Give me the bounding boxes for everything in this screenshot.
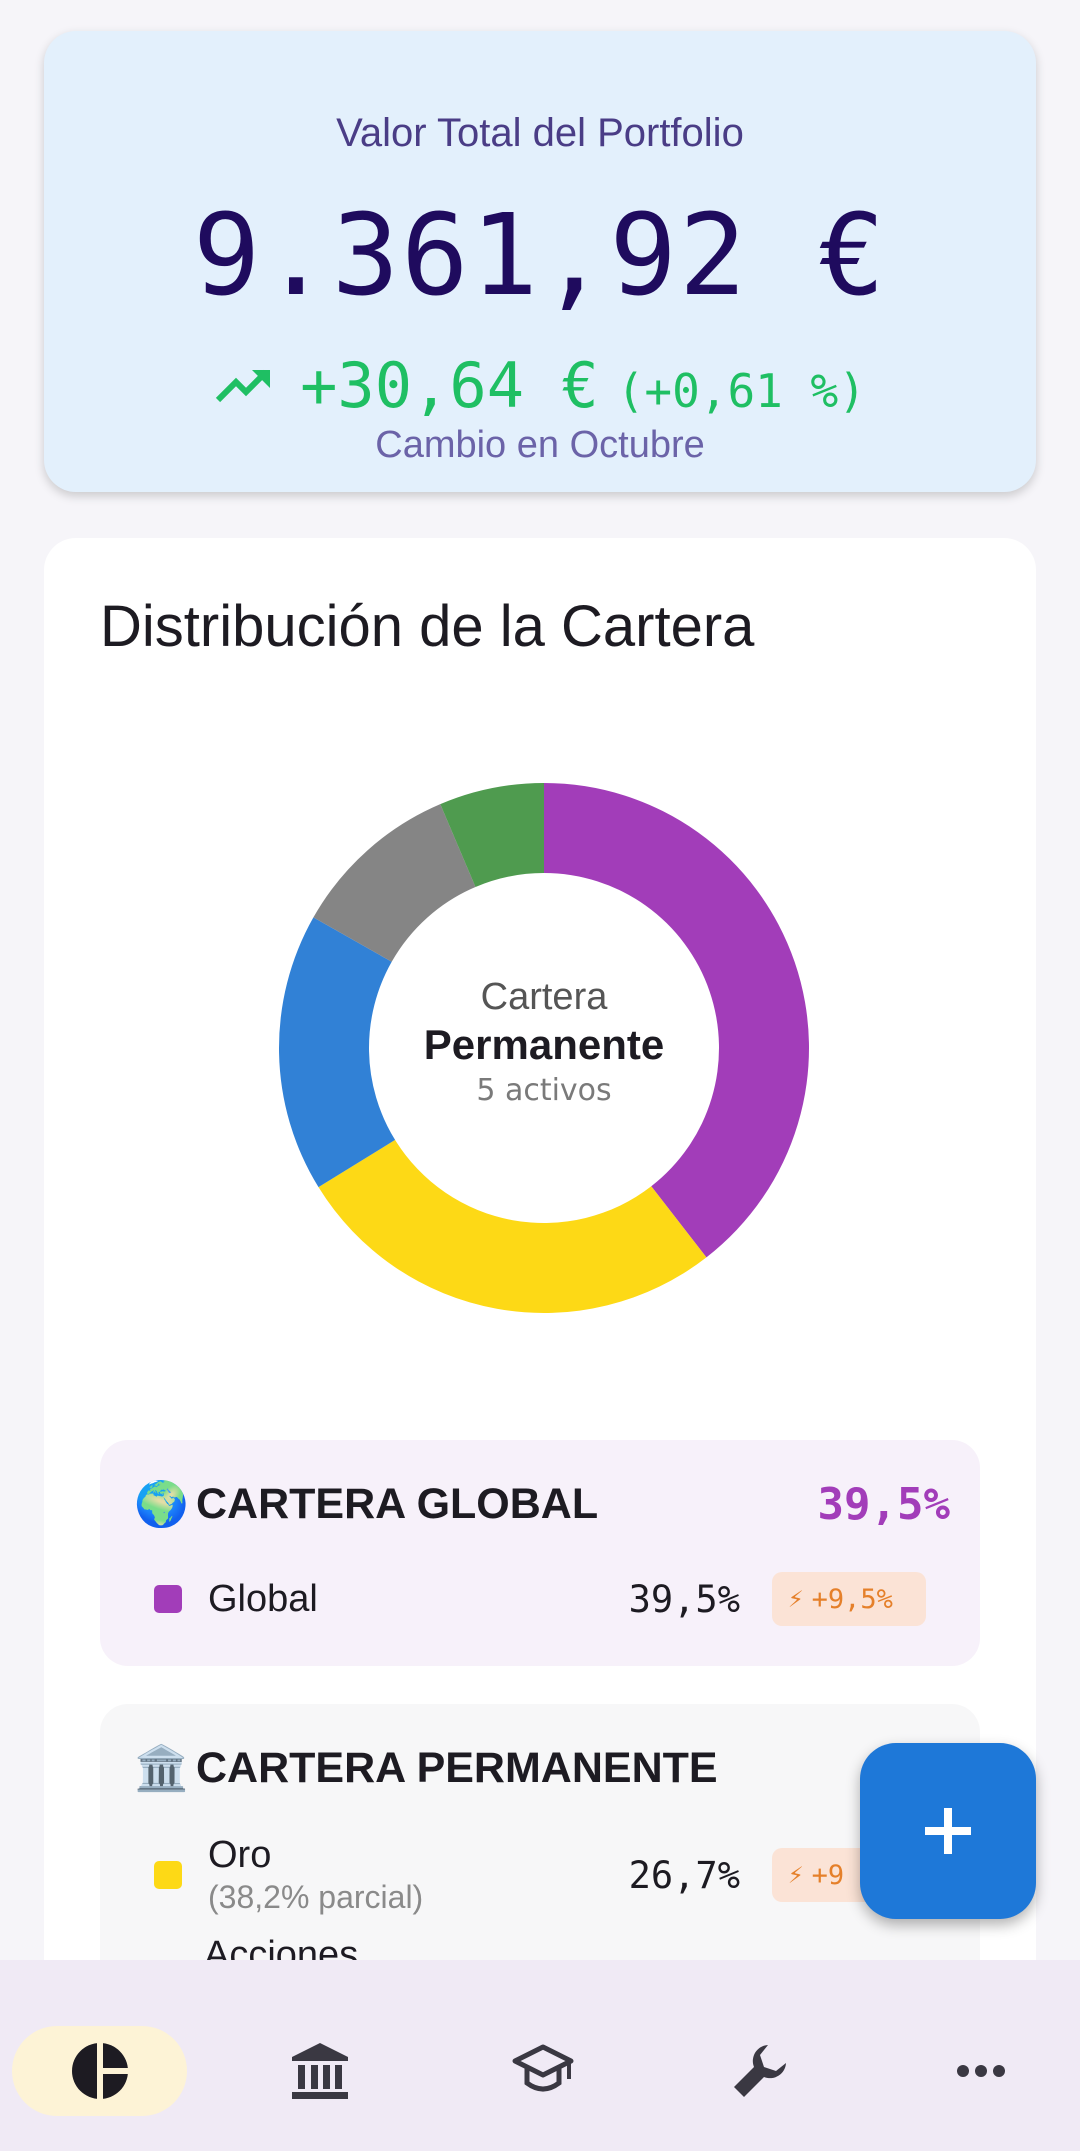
trending-up-icon xyxy=(215,369,271,402)
group-name: CARTERA GLOBAL xyxy=(196,1479,599,1528)
pie-chart-icon xyxy=(71,2041,130,2101)
graduation-cap-icon xyxy=(512,2044,573,2092)
change-amount: +30,64 € xyxy=(300,349,599,422)
asset-name: Oro xyxy=(208,1834,272,1876)
group-percent: 39,5% xyxy=(817,1478,950,1530)
nav-item-portfolio[interactable] xyxy=(12,2026,187,2116)
asset-percent: 39,5% xyxy=(628,1577,740,1621)
donut-slice-3[interactable] xyxy=(313,804,476,962)
color-swatch xyxy=(154,1585,182,1613)
deviation-value: +9 xyxy=(811,1859,845,1891)
nav-item-tools[interactable] xyxy=(672,2026,847,2116)
color-swatch xyxy=(154,1861,182,1889)
donut-center-portfolio-name: Permanente xyxy=(423,1021,665,1068)
donut-center-caption: Cartera xyxy=(480,976,608,1018)
summary-title: Valor Total del Portfolio xyxy=(336,111,744,155)
group-header: 🌍 CARTERA GLOBAL 39,5% xyxy=(134,1474,950,1534)
donut-center-asset-count: 5 activos xyxy=(476,1073,612,1108)
lightning-icon: ⚡ xyxy=(788,1860,804,1890)
wrench-icon xyxy=(733,2045,786,2097)
nav-item-more[interactable] xyxy=(893,2026,1068,2116)
deviation-badge: ⚡ +9,5% xyxy=(772,1572,926,1626)
asset-name: Global xyxy=(208,1577,318,1620)
nav-item-learn[interactable] xyxy=(455,2026,630,2116)
asset-percent: 26,7% xyxy=(628,1853,740,1897)
distribution-title: Distribución de la Cartera xyxy=(100,594,755,659)
portfolio-summary-card: Valor Total del Portfolio 9.361,92 € +30… xyxy=(44,31,1036,492)
group-header: 🏛️ CARTERA PERMANENTE 60 xyxy=(134,1738,950,1798)
donut-slice-4[interactable] xyxy=(440,783,544,887)
lightning-icon: ⚡ xyxy=(788,1584,804,1614)
donut-slice-1[interactable] xyxy=(318,1139,707,1313)
monthly-change: +30,64 € (+0,61 %) xyxy=(44,349,1036,422)
allocation-donut-chart[interactable] xyxy=(274,778,814,1318)
plus-icon xyxy=(925,1808,971,1854)
bank-icon xyxy=(291,2043,348,2099)
asset-partial-percent: (38,2% parcial) xyxy=(208,1879,424,1915)
more-horizontal-icon xyxy=(956,2065,1005,2077)
group-name: CARTERA PERMANENTE xyxy=(196,1743,718,1792)
change-label: Cambio en Octubre xyxy=(375,424,705,466)
deviation-value: +9,5% xyxy=(811,1583,893,1615)
nav-item-portfolios[interactable] xyxy=(232,2026,407,2116)
globe-icon: 🌍 xyxy=(134,1480,189,1529)
add-button[interactable] xyxy=(860,1743,1036,1919)
bottom-navigation xyxy=(0,1960,1080,2151)
change-percent: (+0,61 %) xyxy=(616,364,866,418)
total-value: 9.361,92 € xyxy=(192,191,888,321)
donut-slice-2[interactable] xyxy=(279,917,396,1188)
bank-building-icon: 🏛️ xyxy=(134,1744,189,1793)
asset-row-global[interactable]: Global 39,5% ⚡ +9,5% xyxy=(154,1564,926,1634)
group-cartera-global[interactable]: 🌍 CARTERA GLOBAL 39,5% Global 39,5% ⚡ +9… xyxy=(100,1440,980,1666)
asset-row-oro[interactable]: Oro (38,2% parcial) 26,7% ⚡ +9 xyxy=(154,1830,926,1920)
donut-center-label: Cartera Permanente 5 activos xyxy=(274,778,814,1318)
donut-slice-0[interactable] xyxy=(544,783,809,1258)
